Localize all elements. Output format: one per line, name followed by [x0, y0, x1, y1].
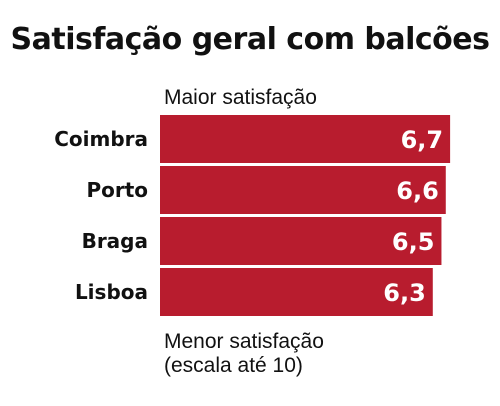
value-label-lisboa: 6,3	[383, 279, 426, 307]
bottom-note-line-2: (escala até 10)	[164, 354, 303, 377]
value-label-braga: 6,5	[392, 228, 435, 256]
category-label-braga: Braga	[82, 229, 148, 253]
category-label-lisboa: Lisboa	[75, 280, 148, 304]
bar-coimbra	[160, 115, 451, 163]
category-label-porto: Porto	[86, 178, 148, 202]
bottom-note: Menor satisfação (escala até 10)	[164, 330, 324, 378]
bar-lisboa	[160, 268, 433, 316]
bar-braga	[160, 217, 442, 265]
value-label-coimbra: 6,7	[401, 126, 444, 154]
bar-porto	[160, 166, 446, 214]
value-label-porto: 6,6	[396, 177, 439, 205]
top-note: Maior satisfação	[164, 86, 317, 109]
chart-title: Satisfação geral com balcões	[10, 22, 491, 57]
category-label-coimbra: Coimbra	[54, 127, 148, 151]
bottom-note-line-1: Menor satisfação	[164, 330, 324, 353]
